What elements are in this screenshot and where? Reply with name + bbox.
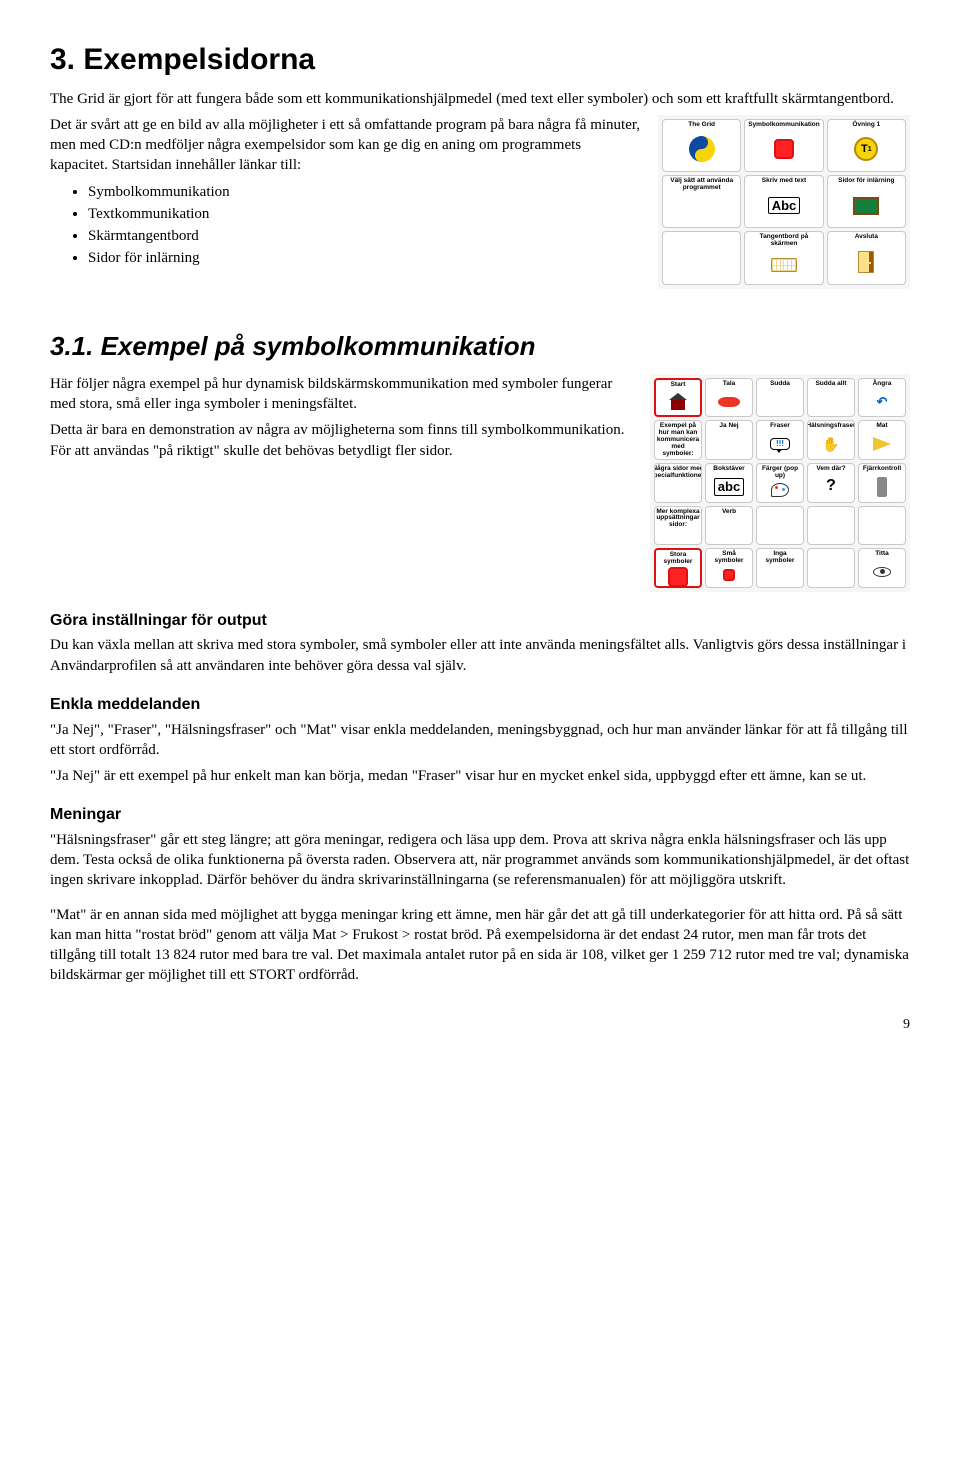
grid-cell: The Grid	[662, 119, 741, 172]
grid-cell: Skriv med textAbc	[744, 175, 823, 228]
grid-cell: Sudda	[756, 378, 804, 418]
grid-cell: Titta	[858, 548, 906, 588]
grid-cell	[756, 506, 804, 546]
intro-paragraph-1: The Grid är gjort för att fungera både s…	[50, 89, 910, 109]
grid-cell: Ångra↶	[858, 378, 906, 418]
start-link-item: Skärmtangentbord	[88, 226, 640, 246]
heading-meningar: Meningar	[50, 804, 910, 826]
heading-output: Göra inställningar för output	[50, 610, 910, 632]
grid-cell: Några sidor med specialfunktioner:	[654, 463, 702, 503]
page-number: 9	[50, 1016, 910, 1035]
sec31-paragraph-2: Detta är bara en demonstration av några …	[50, 420, 632, 461]
grid-cell: Bokstäverabc	[705, 463, 753, 503]
heading-3-1: 3.1. Exempel på symbolkommunikation	[50, 329, 910, 364]
grid-cell: Tangentbord på skärmen	[744, 231, 823, 284]
paragraph-meningar-2: "Mat" är en annan sida med möjlighet att…	[50, 905, 910, 986]
start-link-item: Symbolkommunikation	[88, 182, 640, 202]
heading-enkla: Enkla meddelanden	[50, 694, 910, 716]
grid-cell: Ja Nej	[705, 420, 753, 460]
grid-cell: Exempel på hur man kan kommunicera med s…	[654, 420, 702, 460]
grid-cell: Stora symboler	[654, 548, 702, 588]
grid-cell: Mer komplexa uppsättningar sidor:	[654, 506, 702, 546]
grid-cell: Avsluta	[827, 231, 906, 284]
grid-cell: Tala	[705, 378, 753, 418]
grid-cell	[662, 231, 741, 284]
sec31-paragraph-1: Här följer några exempel på hur dynamisk…	[50, 374, 632, 415]
start-link-item: Textkommunikation	[88, 204, 640, 224]
grid-cell	[807, 506, 855, 546]
grid-cell: Mat	[858, 420, 906, 460]
grid-cell: Sidor för inlärning	[827, 175, 906, 228]
grid-cell: Verb	[705, 506, 753, 546]
grid-cell: Färger (pop up)	[756, 463, 804, 503]
grid-cell: Små symboler	[705, 548, 753, 588]
paragraph-output: Du kan växla mellan att skriva med stora…	[50, 635, 910, 676]
paragraph-enkla-2: "Ja Nej" är ett exempel på hur enkelt ma…	[50, 766, 910, 786]
example-grid-symbolcomm: StartTalaSuddaSudda alltÅngra↶ Exempel på…	[650, 374, 910, 592]
grid-cell: Fraser!!!	[756, 420, 804, 460]
paragraph-meningar-1: "Hälsningsfraser" går ett steg längre; a…	[50, 830, 910, 891]
start-link-item: Sidor för inlärning	[88, 248, 640, 268]
grid-cell: Symbolkommunikation	[744, 119, 823, 172]
example-grid-startpage: The GridSymbolkommunikationÖvning 1T1 Väl…	[658, 115, 910, 289]
intro-paragraph-2: Det är svårt att ge en bild av alla möjl…	[50, 115, 640, 176]
grid-cell: Start	[654, 378, 702, 418]
start-links-list: Symbolkommunikation Textkommunikation Sk…	[88, 182, 640, 269]
grid-cell	[858, 506, 906, 546]
grid-cell: Övning 1T1	[827, 119, 906, 172]
grid-cell	[807, 548, 855, 588]
grid-cell: Hälsningsfraser✋	[807, 420, 855, 460]
grid-cell: Inga symboler	[756, 548, 804, 588]
grid-cell: Fjärrkontroll	[858, 463, 906, 503]
grid-cell: Vem där??	[807, 463, 855, 503]
grid-cell: Sudda allt	[807, 378, 855, 418]
paragraph-enkla-1: "Ja Nej", "Fraser", "Hälsningsfraser" oc…	[50, 720, 910, 761]
grid-cell: Välj sätt att använda programmet	[662, 175, 741, 228]
heading-3: 3. Exempelsidorna	[50, 40, 910, 81]
